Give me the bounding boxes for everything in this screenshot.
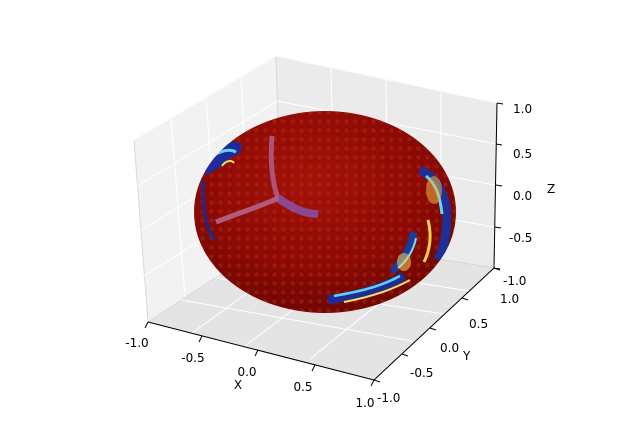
y-tick-label: -0.5 xyxy=(410,366,433,380)
x-tick-label: 0.5 xyxy=(293,380,312,394)
x-tick-label: -0.5 xyxy=(181,351,204,365)
x-tick-label: -1.0 xyxy=(125,336,148,350)
x-axis-ticks xyxy=(144,321,375,387)
z-tick-label: -1.0 xyxy=(503,274,526,288)
y-tick-label: -1.0 xyxy=(377,391,400,405)
axis-lines xyxy=(147,102,498,381)
y-tick-label: 1.0 xyxy=(500,292,519,306)
x-axis-label: X xyxy=(234,378,242,392)
x-axis-line xyxy=(147,321,375,381)
z-axis-line xyxy=(493,102,498,269)
x-tick-label: 0.0 xyxy=(237,365,256,379)
y-tick-label: 0.0 xyxy=(440,341,459,355)
z-tick-label: 1.0 xyxy=(513,102,532,116)
y-axis-label: Y xyxy=(462,349,471,363)
x-tick-label: 1.0 xyxy=(355,396,374,410)
z-tick-label: 0.0 xyxy=(513,189,532,203)
z-axis-ticks xyxy=(493,102,504,270)
z-axis-label: Z xyxy=(547,182,555,196)
y-axis-line xyxy=(373,267,495,381)
z-tick-label: 0.5 xyxy=(513,147,532,161)
y-tick-label: 0.5 xyxy=(469,317,488,331)
z-tick-label: -0.5 xyxy=(509,231,532,245)
sphere-surface xyxy=(194,111,456,313)
surface-features xyxy=(200,135,452,305)
